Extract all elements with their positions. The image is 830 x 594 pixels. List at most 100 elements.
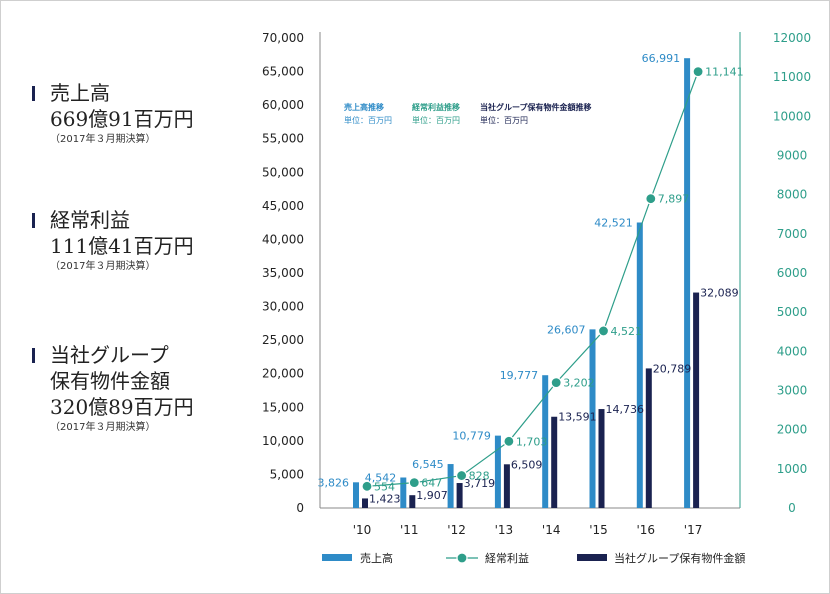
data-label-assets: 32,089: [700, 287, 739, 300]
data-label-profit: 4,521: [611, 325, 643, 338]
x-tick-label: '12: [447, 523, 466, 537]
data-label-profit: 7,897: [658, 193, 690, 206]
data-label-sales: 3,826: [318, 476, 350, 489]
legend-swatch-assets: [577, 554, 607, 561]
bar-sales: [589, 329, 596, 508]
bar-sales: [494, 435, 501, 508]
y2-tick-label: 7000: [777, 227, 808, 241]
data-label-sales: 4,542: [365, 472, 397, 485]
y2-tick-label: 12000: [773, 31, 811, 45]
data-label-assets: 20,789: [653, 362, 692, 375]
data-label-profit: 3,202: [563, 377, 595, 390]
bar-assets: [551, 416, 558, 508]
y-tick-label: 25,000: [262, 333, 304, 347]
y-tick-label: 30,000: [262, 300, 304, 314]
y2-tick-label: 1000: [777, 462, 808, 476]
data-label-sales: 66,991: [642, 52, 681, 65]
point-profit: [645, 193, 657, 205]
y-tick-label: 50,000: [262, 165, 304, 179]
summary-assets-label: 当社グループ 保有物件金額: [50, 343, 170, 393]
point-profit: [456, 469, 468, 482]
bar-sales: [447, 464, 454, 508]
data-label-assets: 14,736: [606, 403, 645, 416]
point-profit: [550, 376, 562, 389]
annotation-title: 経常利益推移: [412, 102, 460, 112]
summary-sales-label: 売上高: [50, 81, 110, 105]
data-label-sales: 6,545: [412, 458, 444, 471]
data-label-assets: 6,509: [511, 458, 543, 471]
summary-sales: 売上高 669億91百万円 （2017年３月期決算）: [32, 80, 194, 148]
summary-profit-label: 経常利益: [50, 208, 130, 232]
summary-profit: 経常利益 111億41百万円 （2017年３月期決算）: [32, 207, 194, 275]
y-tick-label: 40,000: [262, 232, 304, 246]
annotation-title: 売上高推移: [344, 102, 384, 112]
summary-marker: [32, 86, 35, 101]
summary-marker: [32, 213, 35, 228]
y2-tick-label: 6000: [777, 266, 808, 280]
point-profit: [361, 480, 373, 492]
point-profit: [408, 477, 420, 489]
data-label-profit: 647: [421, 477, 442, 490]
y-tick-label: 35,000: [262, 266, 304, 280]
summary-profit-note: （2017年３月期決算）: [50, 261, 156, 272]
data-label-profit: 11,141: [705, 66, 744, 79]
annotation-unit: 単位：百万円: [344, 115, 392, 125]
series-line-profit: [366, 71, 699, 487]
bar-assets: [362, 498, 368, 508]
bar-sales: [636, 222, 643, 508]
bar-assets: [456, 483, 463, 508]
legend-label-sales: 売上高: [360, 551, 393, 565]
data-label-assets: 3,719: [464, 477, 496, 490]
annotation-unit: 単位：百万円: [412, 115, 460, 125]
summary-assets-amount: 320億89百万円: [50, 395, 194, 419]
legend-swatch-sales: [322, 554, 352, 561]
bar-sales: [400, 477, 407, 508]
summary-assets: 当社グループ 保有物件金額 320億89百万円 （2017年３月期決算）: [32, 342, 194, 436]
data-label-assets: 13,591: [558, 411, 597, 424]
x-tick-label: '10: [353, 523, 372, 537]
y2-tick-label: 8000: [777, 188, 808, 202]
data-label-profit: 1,703: [516, 435, 548, 448]
point-profit: [503, 435, 515, 447]
data-label-sales: 42,521: [594, 217, 633, 230]
data-label-sales: 10,779: [452, 430, 491, 443]
bar-sales: [353, 482, 359, 508]
annotation-title: 当社グループ保有物件金額推移: [480, 102, 592, 112]
point-profit: [692, 66, 704, 78]
legend-label-assets: 当社グループ保有物件金額: [614, 551, 745, 565]
x-tick-label: '11: [400, 523, 419, 537]
data-label-sales: 19,777: [500, 369, 539, 382]
y2-tick-label: 11000: [773, 70, 811, 84]
x-tick-label: '14: [542, 523, 561, 537]
summary-marker: [32, 348, 35, 363]
y-tick-label: 20,000: [262, 367, 304, 381]
x-tick-label: '17: [684, 523, 703, 537]
bar-assets: [409, 495, 416, 508]
y-tick-label: 5,000: [270, 467, 304, 481]
summary-sales-note: （2017年３月期決算）: [50, 134, 156, 145]
bar-assets: [645, 368, 652, 508]
y2-tick-label: 3000: [777, 384, 808, 398]
y2-tick-label: 0: [788, 501, 796, 515]
y2-tick-label: 4000: [777, 344, 808, 358]
y2-tick-label: 5000: [777, 305, 808, 319]
x-tick-label: '16: [637, 523, 656, 537]
summary-assets-note: （2017年３月期決算）: [50, 422, 156, 433]
annotation-unit: 単位：百万円: [480, 115, 528, 125]
summary-sales-amount: 669億91百万円: [50, 107, 194, 131]
data-label-assets: 1,907: [416, 489, 448, 502]
data-label-sales: 26,607: [547, 323, 586, 336]
y-tick-label: 70,000: [262, 31, 304, 45]
y-tick-label: 10,000: [262, 434, 304, 448]
legend-label-profit: 経常利益: [485, 551, 529, 565]
summary-profit-amount: 111億41百万円: [50, 234, 194, 258]
bar-assets: [693, 292, 700, 508]
y2-tick-label: 9000: [777, 149, 808, 163]
bar-assets: [503, 464, 510, 508]
x-tick-label: '13: [495, 523, 514, 537]
y-tick-label: 45,000: [262, 199, 304, 213]
bar-sales: [542, 375, 549, 508]
y2-tick-label: 2000: [777, 423, 808, 437]
